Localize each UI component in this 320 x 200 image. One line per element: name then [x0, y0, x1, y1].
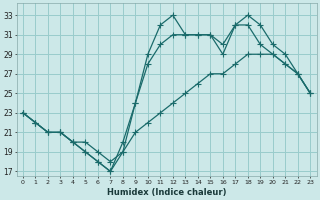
X-axis label: Humidex (Indice chaleur): Humidex (Indice chaleur) — [107, 188, 226, 197]
